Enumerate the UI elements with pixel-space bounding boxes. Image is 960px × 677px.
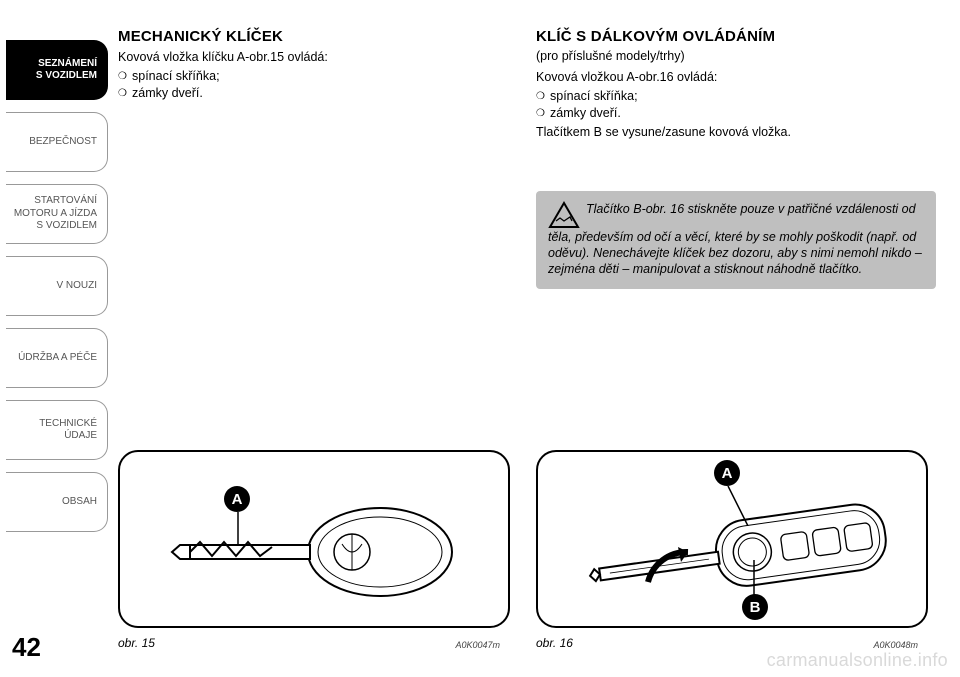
watermark: carmanualsonline.info [767, 650, 948, 671]
page-number: 42 [12, 632, 41, 663]
nav-tab-udrzba[interactable]: ÚDRŽBA A PÉČE [6, 328, 108, 388]
right-subhead: (pro příslušné modely/trhy) [536, 49, 936, 63]
left-bullet-2: zámky dveří. [118, 85, 518, 102]
nav-tab-seznameni[interactable]: SEZNÁMENÍS VOZIDLEM [6, 40, 108, 100]
figure-15-illustration [120, 452, 512, 630]
warning-text: Tlačítko B-obr. 16 stiskněte pouze v pat… [548, 202, 922, 277]
nav-tab-bezpecnost[interactable]: BEZPEČNOST [6, 112, 108, 172]
nav-tab-label: TECHNICKÉÚDAJE [39, 418, 97, 443]
figure-16-caption: obr. 16 [536, 636, 573, 650]
right-heading: KLÍČ S DÁLKOVÝM OVLÁDÁNÍM [536, 28, 936, 45]
figure-16-code: A0K0048m [873, 640, 918, 650]
warning-box: Tlačítko B-obr. 16 stiskněte pouze v pat… [536, 191, 936, 290]
figure-16-leader-a [726, 486, 750, 526]
figure-15-caption: obr. 15 [118, 636, 155, 650]
sidebar-nav: SEZNÁMENÍS VOZIDLEM BEZPEČNOST STARTOVÁN… [0, 0, 108, 677]
right-line2: Tlačítkem B se vysune/zasune kovová vlož… [536, 124, 936, 141]
right-bullet-2: zámky dveří. [536, 105, 936, 122]
figure-15-code: A0K0047m [455, 640, 500, 650]
figure-16-leader-b [750, 560, 758, 596]
nav-tab-label: BEZPEČNOST [29, 136, 97, 149]
page-content: MECHANICKÝ KLÍČEK Kovová vložka klíčku A… [118, 28, 940, 668]
left-heading: MECHANICKÝ KLÍČEK [118, 28, 518, 45]
right-column: KLÍČ S DÁLKOVÝM OVLÁDÁNÍM (pro příslušné… [536, 28, 936, 668]
left-intro: Kovová vložka klíčku A-obr.15 ovládá: [118, 49, 518, 66]
figure-16-label-b: B [742, 594, 768, 620]
right-bullet-1: spínací skříňka; [536, 88, 936, 105]
nav-tab-startovani[interactable]: STARTOVÁNÍMOTORU A JÍZDAS VOZIDLEM [6, 184, 108, 244]
nav-tab-label: ÚDRŽBA A PÉČE [18, 352, 97, 365]
nav-tab-technicke[interactable]: TECHNICKÉÚDAJE [6, 400, 108, 460]
figure-15-label-a: A [224, 486, 250, 512]
nav-tab-label: V NOUZI [56, 280, 97, 293]
nav-tab-obsah[interactable]: OBSAH [6, 472, 108, 532]
right-intro: Kovová vložkou A-obr.16 ovládá: [536, 69, 936, 86]
nav-tab-vnouzi[interactable]: V NOUZI [6, 256, 108, 316]
figure-15-frame: A [118, 450, 510, 628]
figure-15-leader-a [236, 512, 240, 546]
figure-16-label-a: A [714, 460, 740, 486]
warning-icon [548, 201, 580, 229]
left-bullet-1: spínací skříňka; [118, 68, 518, 85]
figure-16-frame: A B [536, 450, 928, 628]
nav-tab-label: OBSAH [62, 496, 97, 509]
nav-tab-label: STARTOVÁNÍMOTORU A JÍZDAS VOZIDLEM [14, 195, 97, 233]
nav-tab-label: SEZNÁMENÍS VOZIDLEM [36, 58, 97, 83]
left-column: MECHANICKÝ KLÍČEK Kovová vložka klíčku A… [118, 28, 518, 668]
